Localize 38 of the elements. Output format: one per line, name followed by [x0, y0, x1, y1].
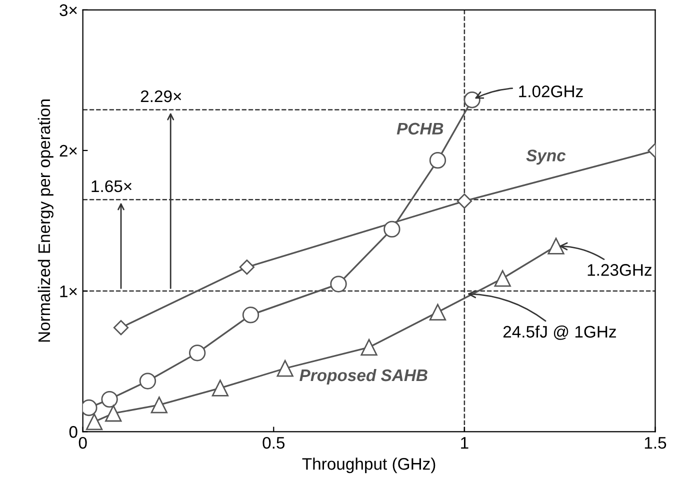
y-axis-title: Normalized Energy per operation	[38, 100, 54, 342]
y-tick-label: 0	[69, 426, 78, 438]
point	[360, 338, 378, 356]
annotation: 1.02GHz	[519, 86, 583, 98]
annotation: 1.23GHz	[588, 264, 652, 276]
x-tick-label: 0	[78, 436, 87, 449]
point	[239, 260, 254, 275]
x-axis-title: Throughput (GHz)	[302, 458, 436, 474]
point	[105, 405, 122, 422]
point	[212, 380, 229, 396]
point	[548, 238, 564, 254]
ref-line-label: 1.65×	[92, 180, 132, 192]
y-tick-label: 1×	[60, 286, 77, 298]
series-label: Sync	[526, 150, 566, 165]
point	[139, 372, 156, 390]
point	[456, 194, 472, 209]
point	[242, 306, 260, 324]
point	[494, 270, 511, 287]
point	[101, 390, 118, 408]
point	[86, 413, 103, 430]
x-tick-label: 0.5	[262, 436, 285, 449]
point	[384, 220, 400, 238]
point	[429, 304, 446, 320]
series-label: Proposed SAHB	[300, 368, 428, 384]
x-tick-label: 1.5	[644, 437, 666, 449]
series-label: PCHB	[396, 122, 444, 135]
ref-line-label: 2.29×	[140, 90, 182, 102]
y-tick-label: 3×	[60, 4, 77, 16]
point	[150, 396, 168, 414]
point	[113, 320, 129, 336]
point	[464, 92, 480, 108]
y-tick-label: 2×	[60, 144, 77, 157]
annotation: 24.5fJ @ 1GHz	[503, 325, 616, 340]
point	[330, 276, 347, 292]
x-tick-label: 1	[461, 437, 468, 449]
point	[429, 152, 446, 169]
point	[276, 360, 294, 377]
point	[188, 344, 206, 362]
